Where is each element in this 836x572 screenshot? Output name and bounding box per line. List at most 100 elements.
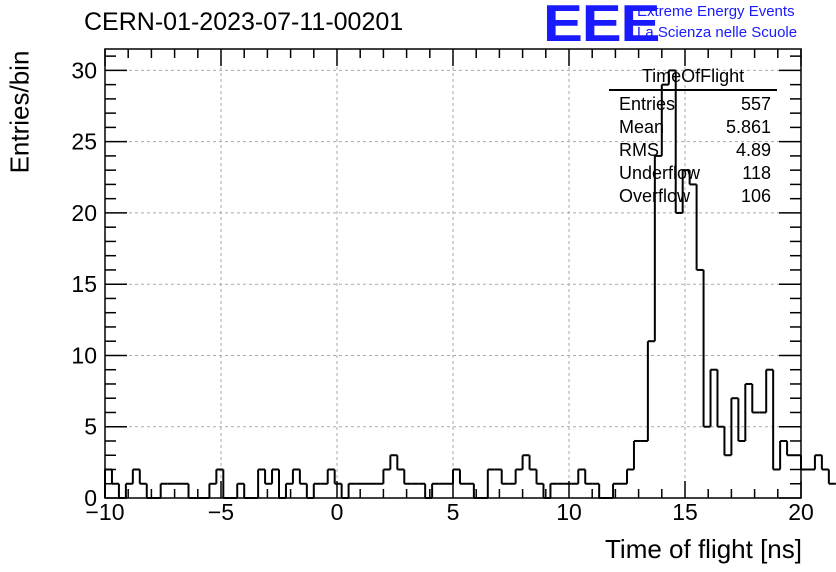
histogram-bin [278, 469, 286, 499]
histogram-bin [340, 483, 349, 499]
x-tick-label: 10 [556, 499, 582, 525]
histogram-bin [584, 469, 593, 485]
eee-logo-subtitle-1: Extreme Energy Events [637, 3, 795, 20]
stats-label: Entries [619, 94, 676, 114]
x-tick-label: 5 [447, 499, 460, 525]
histogram-bin [347, 482, 356, 498]
y-tick-label: 25 [71, 129, 97, 155]
stats-row-underflow: Underflow 118 [609, 162, 777, 185]
y-tick-label: 15 [71, 271, 97, 297]
stats-label: Mean [619, 117, 665, 137]
stats-label: Underflow [619, 163, 701, 183]
histogram-bin [514, 468, 523, 484]
histogram-bin [222, 469, 231, 499]
axis-ticks [104, 49, 802, 499]
eee-logo-subtitle-2: La Scienza nelle Scuole [637, 24, 798, 41]
histogram-bin [138, 469, 147, 485]
histogram-bin [500, 469, 509, 485]
axis-tick-labels: −10 −5 0 5 10 15 20 0 5 10 15 20 25 30 [71, 57, 813, 525]
stats-row-rms: RMS 4.89 [609, 139, 777, 162]
histogram-bin [333, 469, 342, 485]
run-title: CERN-01-2023-07-11-00201 [84, 8, 404, 36]
histogram-bin [472, 483, 481, 499]
histogram-bin [145, 483, 154, 499]
histogram-bin [389, 454, 398, 470]
y-tick-label: 10 [71, 342, 97, 368]
y-tick-label: 30 [71, 57, 97, 83]
histogram-bin [257, 468, 266, 498]
histogram-bin [827, 469, 836, 485]
histogram-bin [396, 455, 405, 471]
histogram-bin [730, 397, 739, 456]
histogram-bin [305, 483, 314, 499]
stats-row-mean: Mean 5.861 [609, 116, 777, 139]
histogram-bin [131, 468, 140, 484]
histogram-bin [695, 184, 704, 271]
histogram-bin [626, 468, 634, 484]
stats-label: RMS [619, 140, 659, 160]
histogram-bin [786, 440, 795, 457]
histogram-bin [424, 483, 433, 499]
histogram-bin [117, 483, 126, 499]
histogram-bin [674, 70, 683, 214]
histogram-bin [751, 383, 760, 414]
y-tick-label: 5 [84, 414, 97, 440]
stats-value: 4.89 [735, 140, 771, 160]
histogram-bin [264, 469, 273, 485]
histogram-bin [744, 382, 753, 441]
histogram-bin [723, 426, 732, 457]
histogram-bin [431, 482, 440, 498]
stats-value: 557 [740, 94, 771, 114]
histogram-bin [298, 469, 307, 485]
histogram-bin [208, 482, 217, 498]
stats-value: 118 [742, 163, 771, 183]
y-tick-label: 0 [84, 485, 97, 511]
histogram-bin [159, 482, 168, 498]
histogram-bin [820, 455, 829, 471]
histogram-bin [535, 469, 544, 485]
histogram-bin [236, 482, 245, 498]
stats-box: TimeOfFlight Entries 557 Mean 5.861 RMS … [609, 66, 777, 208]
histogram-bin [124, 482, 133, 498]
histogram-bin [312, 482, 321, 498]
histogram-bin [542, 483, 551, 499]
histogram-bin [598, 483, 607, 499]
histogram-bin [521, 454, 530, 470]
histogram-bin [709, 368, 718, 427]
histogram-bin [737, 398, 746, 442]
histogram-bin [813, 454, 822, 470]
grid-lines [105, 49, 801, 498]
x-tick-label: 15 [672, 499, 698, 525]
y-axis-title: Entries/bin [4, 50, 35, 174]
histogram-bin [291, 468, 300, 484]
histogram-bin [326, 468, 335, 484]
histogram-bin [486, 468, 495, 498]
stats-row-entries: Entries 557 [609, 93, 777, 116]
histogram-bin [458, 469, 467, 485]
x-tick-label: 20 [788, 499, 814, 525]
histogram-bin [382, 468, 391, 484]
histogram-bin [528, 455, 537, 471]
histogram-bin [702, 269, 711, 428]
histogram-bin [632, 439, 641, 470]
y-tick-label: 20 [71, 200, 97, 226]
histogram-bin [779, 439, 788, 470]
stats-value: 106 [740, 186, 771, 206]
x-tick-label: −10 [85, 499, 124, 525]
histogram-bin [765, 368, 774, 413]
stats-row-overflow: Overflow 106 [609, 185, 777, 208]
histogram-bin [772, 369, 781, 471]
histogram-bin [110, 469, 119, 485]
histogram-bin [688, 170, 697, 186]
x-tick-label: −5 [208, 499, 234, 525]
histogram-bin [800, 455, 808, 471]
histogram-bin [187, 483, 196, 499]
histogram-bin [681, 169, 690, 213]
eee-logo: EEE [543, 0, 660, 53]
histogram-bin [577, 468, 586, 484]
histogram-bin [452, 468, 460, 484]
x-axis-title: Time of flight [ns] [605, 534, 802, 564]
histogram-bin [284, 482, 293, 498]
stats-title: TimeOfFlight [609, 66, 777, 91]
